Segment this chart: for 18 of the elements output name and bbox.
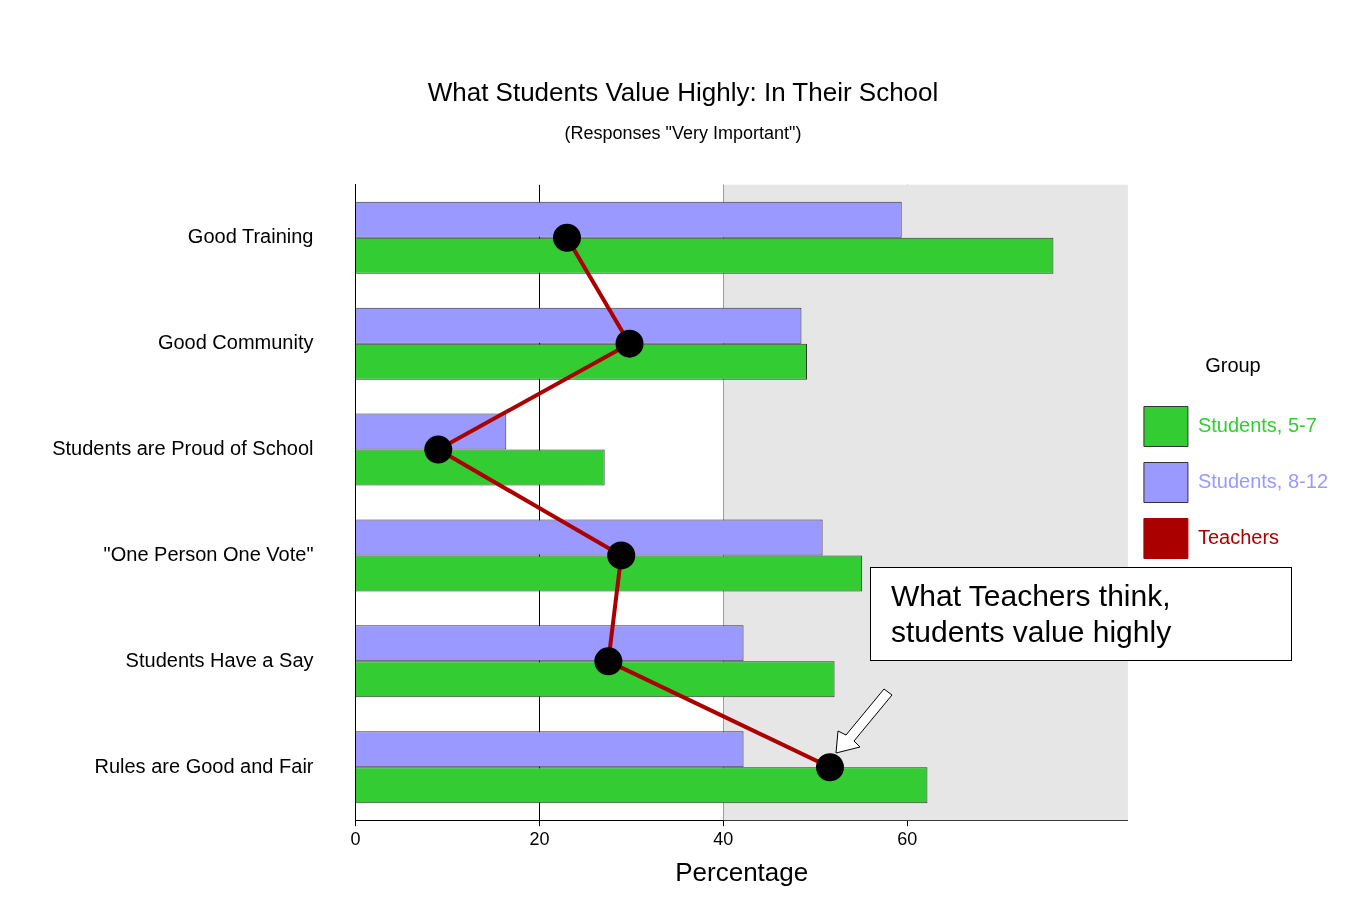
y-tick-label: Students Have a Say — [125, 648, 314, 671]
legend-label: Students, 5-7 — [1197, 414, 1317, 437]
x-axis-title: Percentage — [675, 856, 809, 887]
x-tick-label: 60 — [897, 828, 918, 849]
y-tick-label: Good Community — [157, 331, 314, 354]
y-tick-label: "One Person One Vote" — [103, 542, 314, 565]
x-tick-label: 40 — [713, 828, 734, 849]
x-tick-label: 0 — [350, 828, 361, 849]
y-tick-label: Rules are Good and Fair — [94, 754, 314, 777]
chart-title: What Students Value Highly: In Their School — [427, 76, 939, 107]
chart-subtitle: (Responses "Very Important") — [564, 122, 802, 143]
x-tick-label: 20 — [529, 828, 550, 849]
callout-box: What Teachers think, students value highly — [869, 567, 1292, 662]
y-tick-label: Students are Proud of School — [52, 437, 314, 460]
legend-label: Teachers — [1197, 526, 1280, 549]
legend-title: Group — [1205, 354, 1261, 377]
y-tick-label: Good Training — [187, 225, 314, 248]
legend-label: Students, 8-12 — [1197, 470, 1329, 493]
